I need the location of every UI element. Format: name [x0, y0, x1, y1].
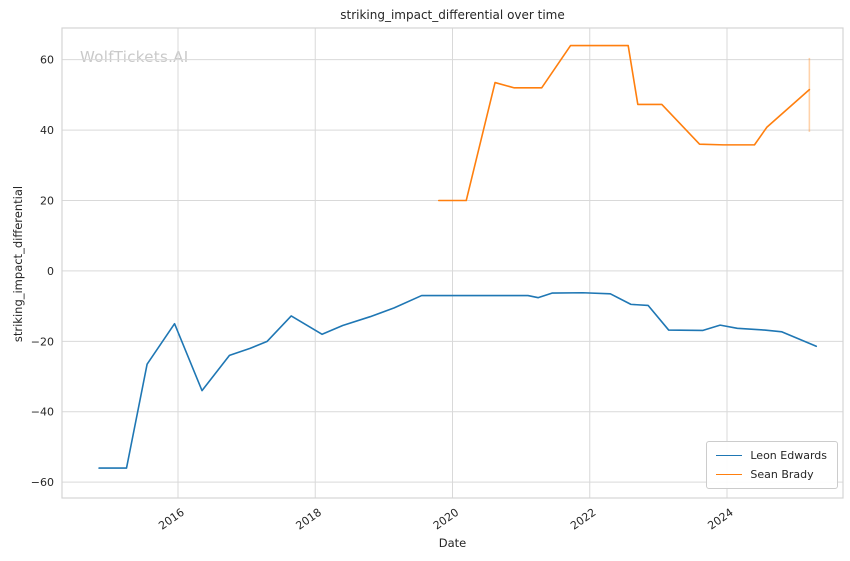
- legend-item: Leon Edwards: [716, 449, 827, 462]
- y-tick-label: 60: [40, 54, 54, 67]
- series-line-sean-brady: [437, 44, 811, 202]
- series-line-leon-edwards: [98, 291, 818, 469]
- x-tick-label: 2024: [705, 506, 735, 533]
- legend-line-swatch-blue: [716, 455, 743, 456]
- x-axis-label: Date: [438, 536, 467, 550]
- legend-item: Sean Brady: [716, 468, 827, 481]
- x-tick-label: 2022: [568, 506, 598, 533]
- y-tick-label: 20: [40, 195, 54, 208]
- y-tick-label: 40: [40, 124, 54, 137]
- y-tick-label: −60: [31, 476, 54, 489]
- y-tick-label: −20: [31, 335, 54, 348]
- y-tick-label: 0: [47, 265, 54, 278]
- chart-title: striking_impact_differential over time: [340, 8, 565, 22]
- x-tick-label: 2016: [156, 506, 186, 533]
- x-tick-label: 2020: [431, 506, 461, 533]
- legend-label: Sean Brady: [750, 468, 814, 481]
- y-axis-label: striking_impact_differential: [11, 185, 25, 343]
- legend-label: Leon Edwards: [750, 449, 827, 462]
- y-tick-label: −40: [31, 406, 54, 419]
- legend-line-swatch-orange: [716, 474, 743, 475]
- plot-border: [61, 27, 844, 499]
- watermark-text: WolfTickets.AI: [80, 48, 189, 66]
- legend: Leon Edwards Sean Brady: [706, 441, 838, 489]
- x-tick-label: 2018: [294, 506, 324, 533]
